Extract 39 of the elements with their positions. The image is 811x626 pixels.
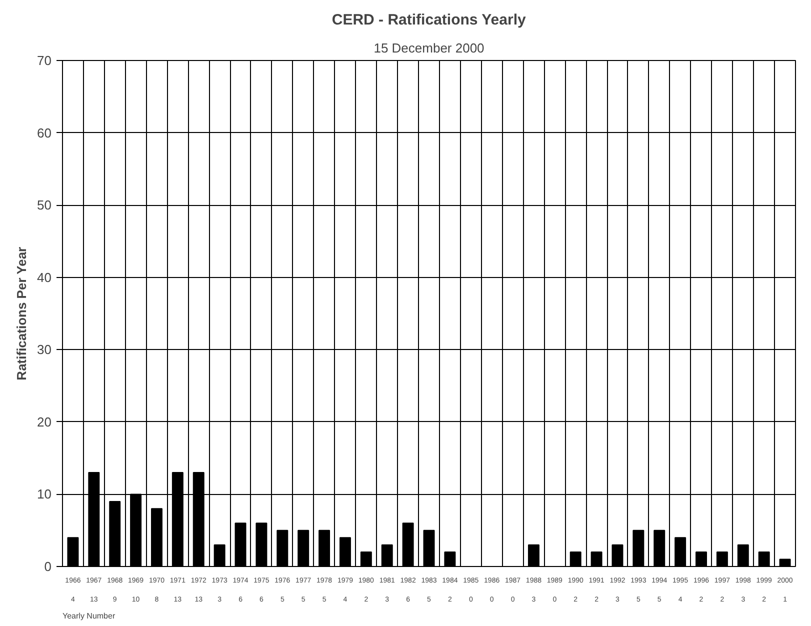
bar — [381, 544, 393, 566]
bar — [339, 537, 351, 566]
bar — [654, 530, 666, 566]
bar — [737, 544, 749, 566]
y-tick-label: 60 — [37, 125, 52, 140]
y-tick-label: 20 — [37, 414, 52, 430]
bar — [758, 552, 770, 566]
bar — [67, 537, 79, 566]
bar — [590, 552, 602, 566]
bar — [402, 522, 414, 566]
bar — [151, 508, 162, 566]
bar — [276, 530, 288, 566]
bar — [612, 544, 624, 566]
y-axis-title: Ratifications Per Year — [14, 246, 30, 380]
bar — [674, 537, 686, 566]
bar — [256, 522, 268, 566]
y-tick-label: 70 — [37, 53, 52, 68]
y-tick-label: 40 — [37, 270, 52, 285]
bar — [360, 552, 372, 566]
y-tick-label: 50 — [37, 198, 52, 213]
chart-subtitle: 15 December 2000 — [374, 40, 484, 56]
bar — [632, 530, 644, 566]
bar — [779, 558, 791, 566]
text: Yearly Number — [62, 612, 116, 620]
bar — [318, 530, 330, 566]
bar — [423, 530, 435, 566]
bar — [214, 544, 226, 566]
chart-title: CERD - Ratifications Yearly — [332, 12, 526, 28]
y-tick-label: 0 — [44, 559, 52, 574]
bar — [716, 552, 728, 566]
y-tick-label: 10 — [37, 486, 52, 502]
y-tick-label: 30 — [37, 342, 52, 358]
bar — [298, 530, 310, 566]
bar — [444, 552, 456, 566]
bar — [570, 552, 582, 566]
bar — [109, 500, 121, 566]
bar — [234, 522, 246, 566]
bar — [528, 544, 540, 566]
bar — [696, 552, 707, 566]
